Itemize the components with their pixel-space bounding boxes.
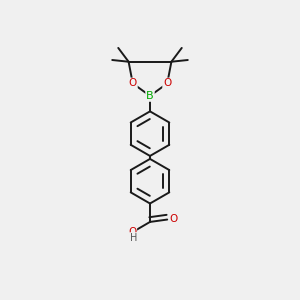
Text: O: O — [128, 227, 136, 237]
Text: H: H — [130, 233, 138, 243]
Text: B: B — [146, 91, 154, 101]
Text: O: O — [170, 214, 178, 224]
Text: O: O — [163, 78, 171, 88]
Text: O: O — [129, 78, 137, 88]
